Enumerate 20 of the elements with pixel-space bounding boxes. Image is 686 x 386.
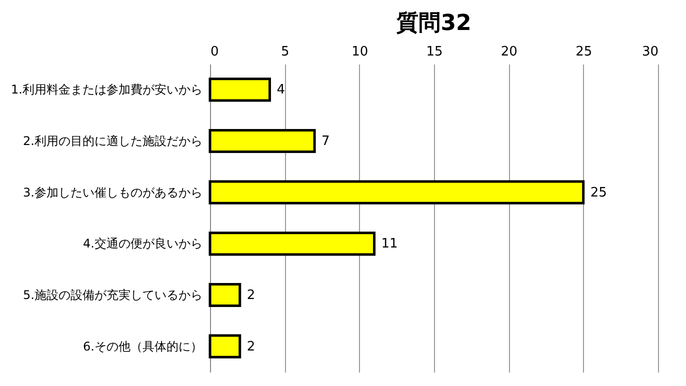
- data-label: 25: [590, 185, 607, 200]
- data-label: 7: [322, 134, 330, 149]
- y-tick-label: 2.利用の目的に適した施設だから: [23, 134, 202, 148]
- chart-title: 質問32: [396, 10, 472, 36]
- x-tick-label: 5: [281, 44, 290, 60]
- data-label: 2: [246, 288, 256, 303]
- y-tick-label: 1.利用料金または参加費が安いから: [11, 82, 202, 97]
- y-tick-label: 6.その他（具体的に）: [83, 339, 202, 354]
- x-tick-label: 25: [576, 44, 592, 60]
- x-tick-label: 30: [642, 44, 658, 60]
- x-tick-label: 0: [210, 44, 219, 60]
- x-tick-label: 20: [500, 44, 518, 60]
- data-label: 2: [246, 339, 256, 354]
- x-tick-label: 15: [426, 44, 443, 60]
- y-tick-label: 4.交通の便が良いから: [83, 236, 202, 251]
- y-tick-label: 5.施設の設備が充実しているから: [23, 288, 202, 302]
- data-label: 11: [381, 236, 398, 252]
- y-tick-label: 3.参加したい催しものがあるから: [23, 185, 202, 200]
- data-label: 4: [276, 82, 286, 98]
- x-tick-label: 10: [352, 44, 368, 60]
